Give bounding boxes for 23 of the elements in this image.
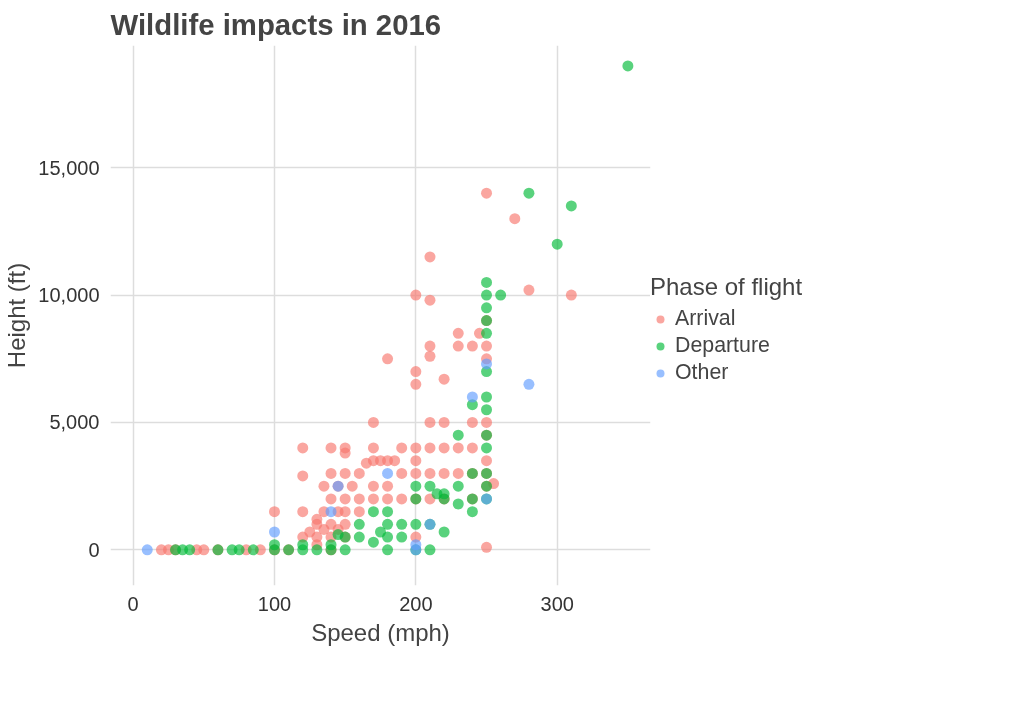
- x-tick-label: 100: [257, 592, 292, 615]
- legend-label: Departure: [675, 333, 770, 358]
- x-tick-label: 0: [127, 592, 139, 615]
- y-tick-label: 15,000: [38, 156, 100, 179]
- point: [141, 544, 153, 556]
- point: [523, 378, 535, 390]
- x-axis-title: Speed (mph): [311, 618, 450, 646]
- y-axis-title: Height (ft): [3, 262, 31, 369]
- point: [466, 391, 478, 403]
- point: [268, 526, 280, 538]
- point: [410, 539, 422, 551]
- point: [325, 506, 337, 518]
- y-tick-label: 0: [88, 538, 100, 561]
- x-tick-label: 200: [399, 592, 433, 615]
- point: [481, 358, 493, 370]
- legend-label: Arrival: [675, 306, 736, 331]
- chart-title: Wildlife impacts in 2016: [110, 7, 442, 41]
- y-tick-label: 5,000: [49, 411, 100, 434]
- point: [382, 467, 394, 479]
- legend-label: Other: [675, 360, 729, 385]
- x-tick-label: 300: [540, 592, 574, 615]
- y-tick-label: 10,000: [38, 284, 100, 307]
- legend-title: Phase of flight: [650, 273, 803, 301]
